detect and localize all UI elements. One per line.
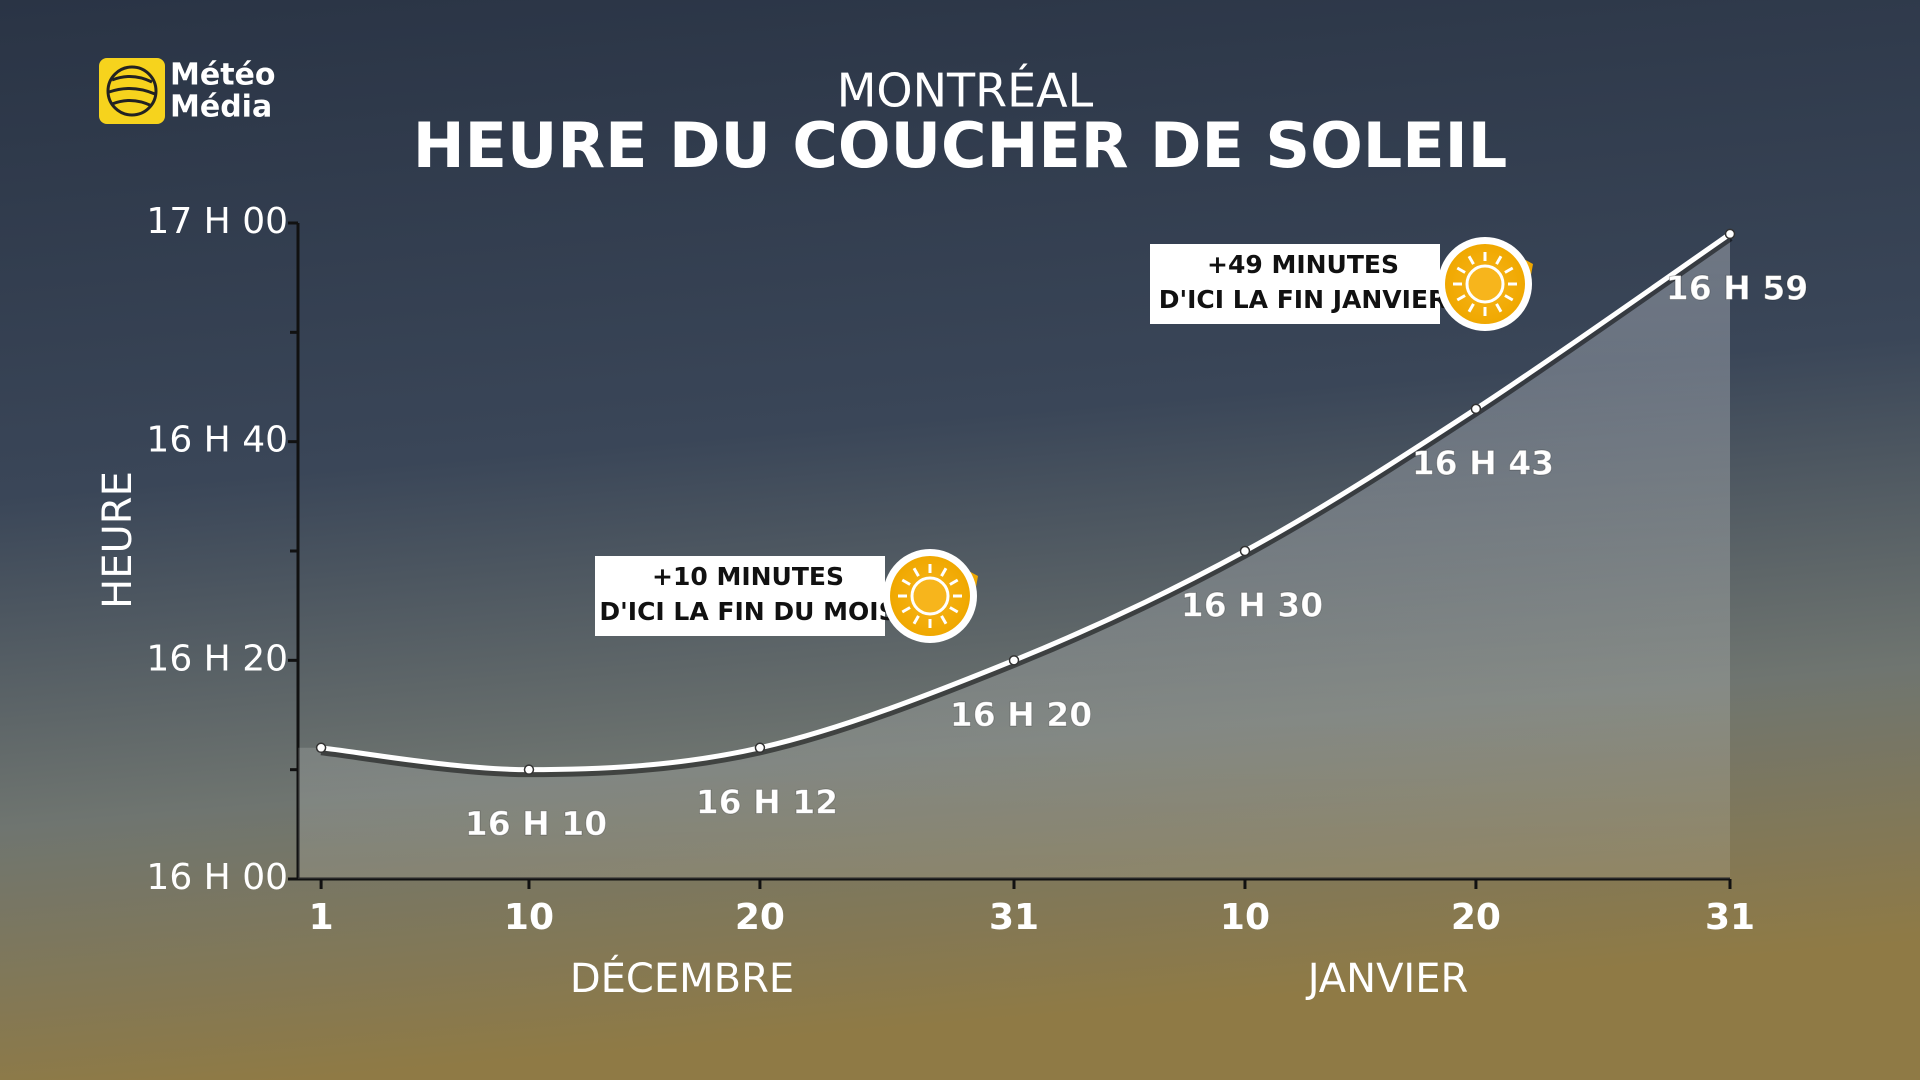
chart-subtitle: HEURE DU COUCHER DE SOLEIL bbox=[413, 109, 1507, 182]
x-tick-label: 10 bbox=[1220, 897, 1270, 938]
callout-text: D'ICI LA FIN DU MOIS bbox=[599, 597, 896, 626]
sun-ray bbox=[901, 606, 911, 614]
logo-text: Média bbox=[170, 90, 272, 125]
callout-text: +49 MINUTES bbox=[1207, 250, 1399, 279]
x-group-label: JANVIER bbox=[1305, 956, 1469, 1002]
data-label: 16 H 59 bbox=[1666, 268, 1808, 307]
x-tick-label: 10 bbox=[504, 897, 554, 938]
y-tick-label: 17 H 00 bbox=[146, 201, 288, 242]
x-tick-label: 31 bbox=[989, 897, 1039, 938]
x-tick-label: 20 bbox=[735, 897, 785, 938]
sun-ray bbox=[1467, 255, 1475, 265]
sun-ray bbox=[949, 578, 959, 586]
logo-text: Météo bbox=[170, 58, 276, 93]
sun-ray bbox=[1495, 255, 1503, 265]
data-label: 16 H 10 bbox=[465, 804, 607, 843]
sun-core bbox=[1465, 264, 1505, 304]
point bbox=[754, 742, 766, 754]
logo-globe bbox=[106, 65, 158, 117]
sun-ray bbox=[1504, 294, 1514, 302]
point bbox=[1724, 228, 1736, 240]
sun-ray bbox=[1467, 303, 1475, 313]
y-tick-label: 16 H 00 bbox=[146, 857, 288, 898]
logo-lines bbox=[108, 75, 156, 108]
callout-box bbox=[1150, 244, 1440, 324]
sun-ray bbox=[940, 567, 948, 577]
data-label: 16 H 20 bbox=[950, 695, 1092, 734]
x-tick-label: 1 bbox=[309, 897, 334, 938]
sun-ray bbox=[1504, 266, 1514, 274]
sun-ray bbox=[912, 567, 920, 577]
callout-text: +10 MINUTES bbox=[652, 562, 844, 591]
callout: +10 MINUTES D'ICI LA FIN DU MOIS bbox=[595, 549, 978, 643]
callout-text: D'ICI LA FIN JANVIER bbox=[1159, 285, 1448, 314]
chart-title: MONTRÉAL bbox=[837, 64, 1094, 118]
area bbox=[298, 233, 1730, 879]
point bbox=[1239, 545, 1251, 557]
sun-ray bbox=[1456, 294, 1466, 302]
sun-ray bbox=[1495, 303, 1503, 313]
data-label: 16 H 12 bbox=[696, 782, 838, 821]
line bbox=[320, 231, 1732, 773]
y-tick-label: 16 H 20 bbox=[146, 638, 288, 679]
sun-ray bbox=[949, 606, 959, 614]
x-tick-label: 20 bbox=[1451, 897, 1501, 938]
y-axis-label: HEURE bbox=[95, 471, 141, 609]
data-label: 16 H 43 bbox=[1412, 443, 1554, 482]
sun-ray bbox=[1456, 266, 1466, 274]
point bbox=[1470, 403, 1482, 415]
x-group-label: DÉCEMBRE bbox=[570, 954, 794, 1002]
sun-core bbox=[910, 576, 950, 616]
logo: Météo Média bbox=[99, 58, 276, 125]
sun-ray bbox=[940, 615, 948, 625]
data-label: 16 H 30 bbox=[1181, 586, 1323, 625]
callout-box bbox=[595, 556, 885, 636]
x-tick-label: 31 bbox=[1705, 897, 1755, 938]
point bbox=[1008, 655, 1020, 666]
sun-ray bbox=[912, 615, 920, 625]
point bbox=[315, 742, 327, 754]
callout: +49 MINUTES D'ICI LA FIN JANVIER bbox=[1150, 237, 1533, 331]
point bbox=[523, 764, 535, 775]
y-tick-label: 16 H 40 bbox=[146, 420, 288, 461]
sun-ray bbox=[901, 578, 911, 586]
